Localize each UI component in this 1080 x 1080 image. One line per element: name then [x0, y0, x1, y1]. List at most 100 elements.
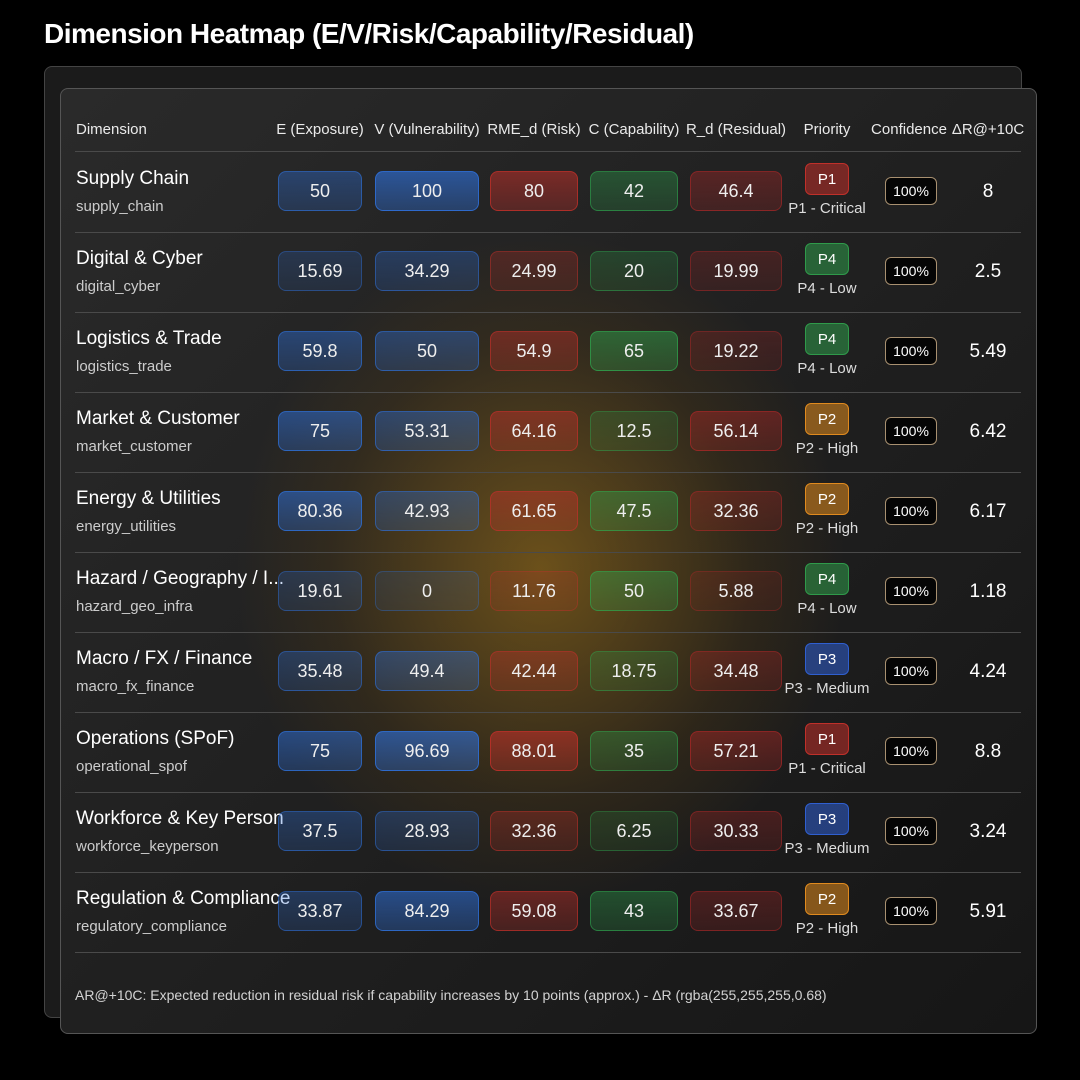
- page-title: Dimension Heatmap (E/V/Risk/Capability/R…: [44, 18, 694, 49]
- vulnerability-cell: 28.93: [375, 811, 479, 851]
- risk-cell: 42.44: [490, 651, 578, 691]
- dimension-name: Digital & Cyber: [76, 248, 203, 269]
- delta-value: 6.42: [969, 421, 1007, 442]
- capability-cell: 35: [590, 731, 678, 771]
- confidence-badge: 100%: [885, 737, 937, 765]
- header-priority: Priority: [803, 121, 851, 138]
- header-exposure: E (Exposure): [276, 121, 364, 138]
- residual-cell: 34.48: [690, 651, 782, 691]
- priority-label: P3 - Medium: [784, 840, 870, 857]
- exposure-cell: 80.36: [278, 491, 362, 531]
- priority-label: P1 - Critical: [788, 760, 866, 777]
- table-row: Supply Chain supply_chain 50 100 80 42 46.4 P1 P…: [61, 152, 1036, 232]
- priority-label: P1 - Critical: [788, 200, 866, 217]
- vulnerability-cell: 0: [375, 571, 479, 611]
- priority-badge: P2: [805, 883, 849, 915]
- residual-cell: 57.21: [690, 731, 782, 771]
- dimension-key: logistics_trade: [76, 358, 172, 375]
- residual-cell: 19.22: [690, 331, 782, 371]
- dimension-key: operational_spof: [76, 758, 187, 775]
- residual-cell: 30.33: [690, 811, 782, 851]
- residual-cell: 5.88: [690, 571, 782, 611]
- dimension-name: Operations (SPoF): [76, 728, 235, 749]
- table-row: Regulation & Compliance regulatory_compli…: [61, 872, 1036, 952]
- exposure-cell: 15.69: [278, 251, 362, 291]
- capability-cell: 6.25: [590, 811, 678, 851]
- table-row: Energy & Utilities energy_utilities 80.36 4…: [61, 472, 1036, 552]
- priority-badge: P3: [805, 803, 849, 835]
- risk-cell: 80: [490, 171, 578, 211]
- priority-badge: P1: [805, 163, 849, 195]
- divider: [75, 472, 1021, 473]
- exposure-cell: 35.48: [278, 651, 362, 691]
- priority-badge: P4: [805, 243, 849, 275]
- delta-value: 8.8: [974, 741, 1002, 762]
- dimension-name: Workforce & Key Person: [76, 808, 284, 829]
- table-row: Macro / FX / Finance macro_fx_finance 35.4…: [61, 632, 1036, 712]
- risk-cell: 32.36: [490, 811, 578, 851]
- priority-badge: P4: [805, 323, 849, 355]
- delta-value: 8: [982, 181, 994, 202]
- header-vulnerability: V (Vulnerability): [374, 121, 480, 138]
- exposure-cell: 59.8: [278, 331, 362, 371]
- header-delta: ΔR@+10C: [951, 121, 1025, 138]
- priority-label: P2 - High: [795, 920, 859, 937]
- delta-value: 4.24: [969, 661, 1007, 682]
- divider: [75, 552, 1021, 553]
- table-row: Market & Customer market_customer 75 53.31 6…: [61, 392, 1036, 472]
- delta-value: 3.24: [969, 821, 1007, 842]
- residual-cell: 56.14: [690, 411, 782, 451]
- exposure-cell: 50: [278, 171, 362, 211]
- residual-cell: 19.99: [690, 251, 782, 291]
- dimension-key: market_customer: [76, 438, 192, 455]
- confidence-badge: 100%: [885, 257, 937, 285]
- dimension-name: Regulation & Compliance: [76, 888, 291, 909]
- priority-badge: P2: [805, 483, 849, 515]
- capability-cell: 65: [590, 331, 678, 371]
- table-row: Operations (SPoF) operational_spof 75 96.69…: [61, 712, 1036, 792]
- dimension-name: Energy & Utilities: [76, 488, 221, 509]
- capability-cell: 12.5: [590, 411, 678, 451]
- delta-value: 1.18: [969, 581, 1007, 602]
- risk-cell: 59.08: [490, 891, 578, 931]
- vulnerability-cell: 53.31: [375, 411, 479, 451]
- dimension-key: hazard_geo_infra: [76, 598, 193, 615]
- risk-cell: 61.65: [490, 491, 578, 531]
- exposure-cell: 75: [278, 731, 362, 771]
- confidence-badge: 100%: [885, 337, 937, 365]
- vulnerability-cell: 96.69: [375, 731, 479, 771]
- delta-value: 6.17: [969, 501, 1007, 522]
- dimension-key: workforce_keyperson: [76, 838, 219, 855]
- header-risk: RME_d (Risk): [487, 121, 581, 138]
- capability-cell: 18.75: [590, 651, 678, 691]
- risk-cell: 11.76: [490, 571, 578, 611]
- dimension-key: regulatory_compliance: [76, 918, 227, 935]
- confidence-badge: 100%: [885, 817, 937, 845]
- risk-cell: 54.9: [490, 331, 578, 371]
- confidence-badge: 100%: [885, 417, 937, 445]
- priority-label: P2 - High: [795, 440, 859, 457]
- header-confidence: Confidence: [871, 121, 947, 138]
- risk-cell: 24.99: [490, 251, 578, 291]
- priority-label: P4 - Low: [797, 280, 857, 297]
- divider: [75, 872, 1021, 873]
- delta-value: 2.5: [974, 261, 1002, 282]
- confidence-badge: 100%: [885, 657, 937, 685]
- footnote: AR@+10C: Expected reduction in residual …: [75, 987, 827, 1003]
- exposure-cell: 75: [278, 411, 362, 451]
- priority-label: P3 - Medium: [784, 680, 870, 697]
- priority-badge: P3: [805, 643, 849, 675]
- divider: [75, 632, 1021, 633]
- heatmap-panel: Dimension E (Exposure) V (Vulnerability)…: [60, 88, 1037, 1034]
- residual-cell: 32.36: [690, 491, 782, 531]
- vulnerability-cell: 100: [375, 171, 479, 211]
- table-row: Logistics & Trade logistics_trade 59.8 50 54…: [61, 312, 1036, 392]
- confidence-badge: 100%: [885, 897, 937, 925]
- table-row: Workforce & Key Person workforce_keyperso…: [61, 792, 1036, 872]
- confidence-badge: 100%: [885, 177, 937, 205]
- residual-cell: 33.67: [690, 891, 782, 931]
- divider: [75, 312, 1021, 313]
- exposure-cell: 33.87: [278, 891, 362, 931]
- dimension-key: supply_chain: [76, 198, 164, 215]
- priority-label: P4 - Low: [797, 600, 857, 617]
